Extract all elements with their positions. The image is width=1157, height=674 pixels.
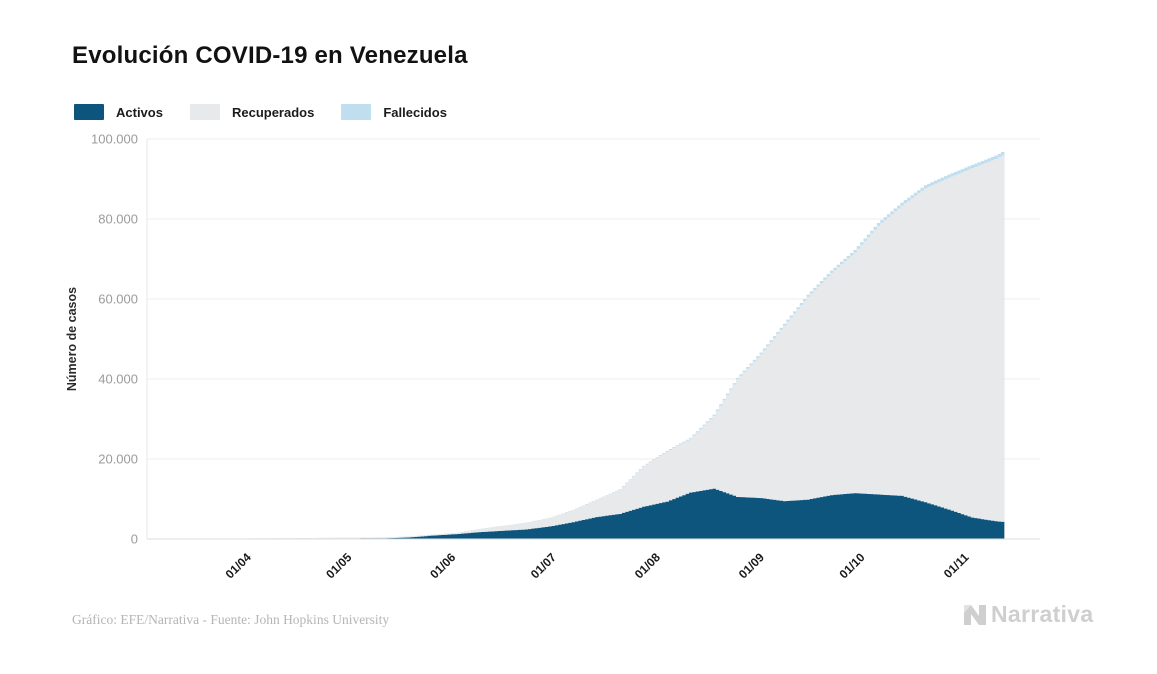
- legend-label-activos: Activos: [116, 104, 163, 120]
- legend-label-recuperados: Recuperados: [231, 104, 315, 120]
- legend-item-activos: Activos: [74, 104, 163, 120]
- svg-text:60.000: 60.000: [98, 292, 138, 307]
- source-credit: Gráfico: EFE/Narrativa - Fuente: John Ho…: [72, 612, 390, 627]
- y-tick-labels: 0 20.000 40.000 60.000 80.000 100.000: [91, 132, 138, 547]
- svg-text:01/08: 01/08: [632, 550, 663, 581]
- svg-text:01/07: 01/07: [528, 550, 559, 581]
- svg-text:80.000: 80.000: [98, 212, 138, 227]
- stacked-areas: [196, 152, 1005, 540]
- narrativa-n-icon: [964, 605, 986, 625]
- legend-item-recuperados: Recuperados: [189, 104, 315, 120]
- svg-text:01/09: 01/09: [736, 550, 767, 581]
- legend-item-fallecidos: Fallecidos: [341, 104, 447, 120]
- svg-text:01/11: 01/11: [941, 550, 972, 581]
- svg-text:20.000: 20.000: [98, 452, 138, 467]
- x-tick-labels: 01/04 01/05 01/06 01/07 01/08 01/09 01/10 01/11: [223, 550, 972, 581]
- narrativa-logo-text: Narrativa: [991, 601, 1094, 627]
- svg-text:01/10: 01/10: [836, 550, 867, 581]
- svg-text:0: 0: [131, 532, 138, 547]
- legend: Activos Recuperados Fallecidos: [74, 104, 474, 120]
- activos-swatch: [74, 104, 104, 120]
- svg-text:40.000: 40.000: [98, 372, 138, 387]
- svg-text:01/06: 01/06: [427, 550, 458, 581]
- recuperados-area: [196, 155, 1005, 539]
- svg-text:01/04: 01/04: [223, 550, 254, 581]
- svg-text:100.000: 100.000: [91, 132, 138, 147]
- activos-area: [196, 488, 1005, 539]
- svg-text:01/05: 01/05: [323, 550, 354, 581]
- narrativa-logo: Narrativa: [962, 601, 1093, 628]
- y-axis-title: Número de casos: [65, 287, 79, 391]
- recuperados-swatch: [189, 104, 220, 120]
- legend-label-fallecidos: Fallecidos: [383, 104, 447, 120]
- fallecidos-swatch: [341, 104, 372, 120]
- page-title: Evolución COVID-19 en Venezuela: [72, 42, 468, 69]
